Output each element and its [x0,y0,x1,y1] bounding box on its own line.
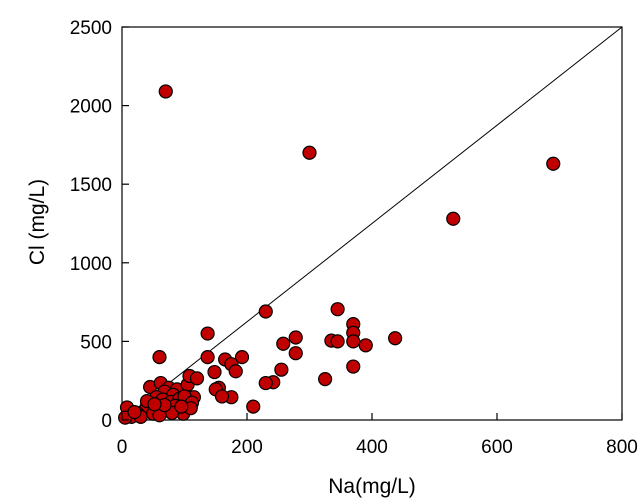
data-point [358,338,373,353]
x-tick-label: 0 [117,437,128,458]
y-tick-label: 0 [101,411,112,432]
y-tick-label: 500 [80,332,112,353]
data-point [174,399,189,414]
data-point [330,302,345,317]
data-point [274,362,289,377]
data-point [546,156,561,171]
data-point [200,326,215,341]
data-point [228,364,243,379]
data-point [200,350,215,365]
reference-line-layer [121,26,623,421]
data-point [207,364,222,380]
data-points [118,84,561,425]
y-tick-label: 2000 [70,97,112,118]
data-point [446,211,461,226]
data-point [276,336,291,351]
x-axis-title: Na(mg/L) [328,475,416,498]
data-point [318,372,333,387]
data-point [158,84,173,99]
y-tick-label: 2500 [70,18,112,39]
y-tick-label: 1500 [70,175,112,196]
y-tick-label: 1000 [70,254,112,275]
data-point [346,334,361,349]
data-point [234,350,250,365]
x-tick-label: 800 [606,437,638,458]
data-point [330,334,345,349]
axes: 0 200 400 600 800 0 500 1000 1500 2000 2500 [70,18,638,458]
data-point [288,346,303,361]
data-point [246,399,261,414]
data-point [147,397,162,412]
data-point [152,350,167,365]
data-point [302,145,317,160]
data-point [346,359,361,374]
x-tick-label: 400 [356,437,388,458]
data-point [127,405,142,420]
reference-line [121,26,623,421]
data-point [388,331,403,346]
data-point [288,330,303,345]
data-point [258,375,273,391]
data-point [258,304,273,319]
data-point [189,371,205,386]
x-tick-label: 200 [231,437,263,458]
y-axis-title: Cl (mg/L) [26,179,49,265]
x-tick-label: 600 [481,437,513,458]
data-point [214,389,230,404]
